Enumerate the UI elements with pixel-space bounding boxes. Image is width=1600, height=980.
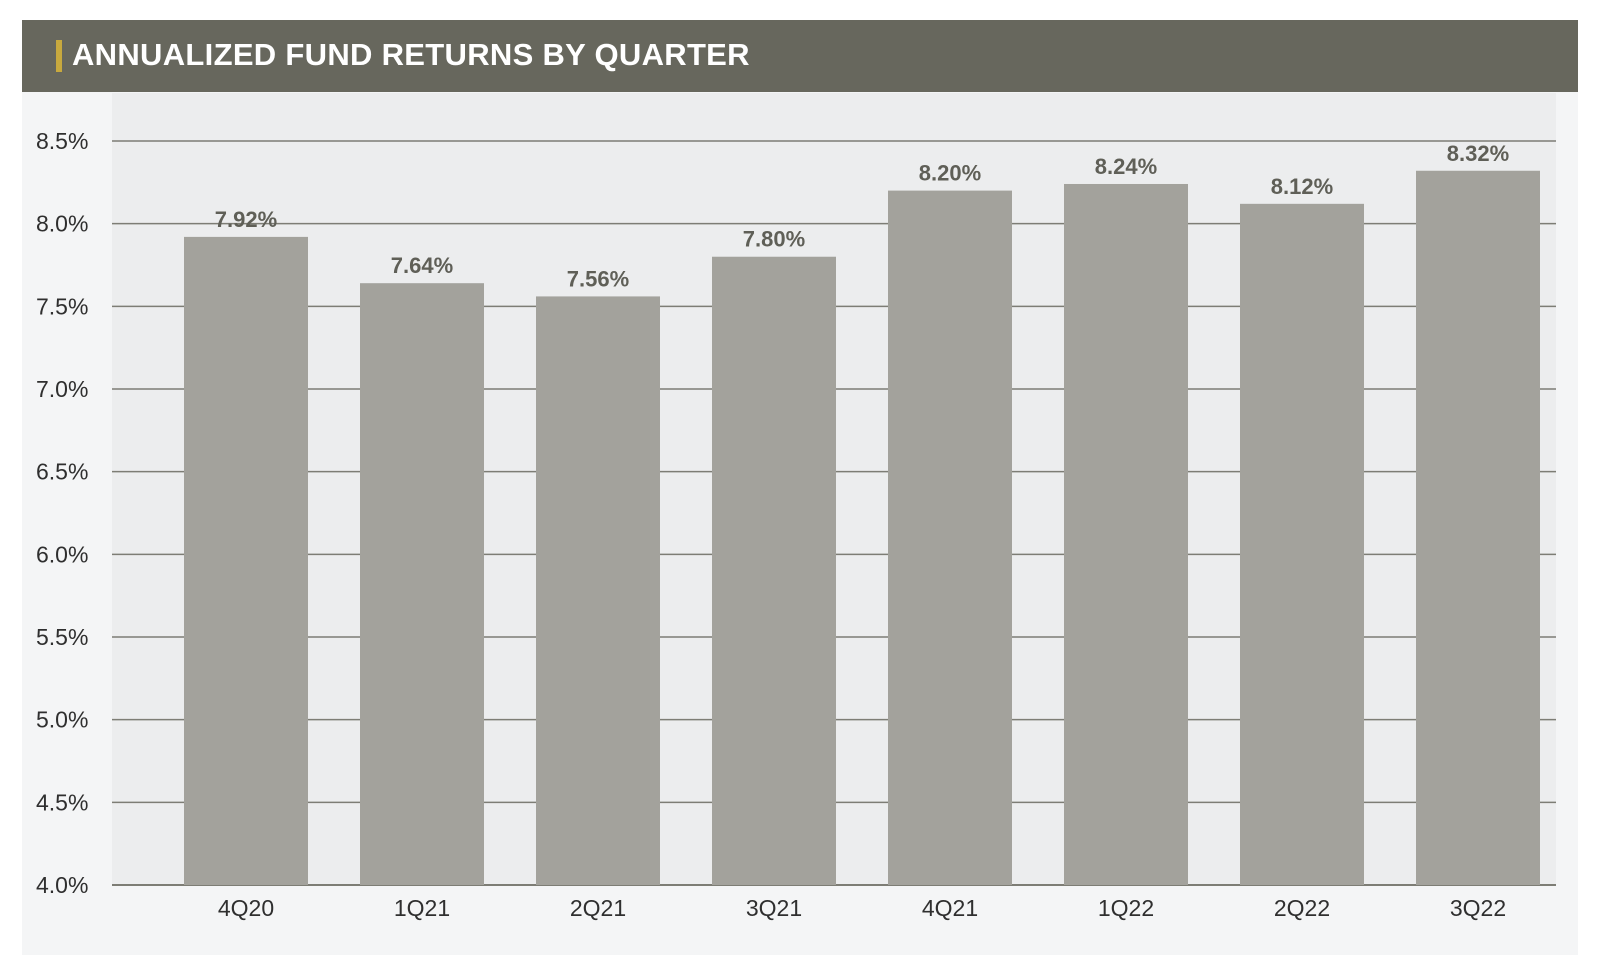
y-tick-label: 5.0%: [36, 707, 88, 733]
x-tick-label: 4Q20: [218, 895, 274, 921]
x-tick-label: 1Q21: [394, 895, 450, 921]
chart-title: ANNUALIZED FUND RETURNS BY QUARTER: [72, 37, 750, 72]
y-tick-label: 6.5%: [36, 459, 88, 485]
bar: [1064, 183, 1188, 885]
x-tick-label: 2Q22: [1274, 895, 1330, 921]
y-tick-label: 7.0%: [36, 376, 88, 402]
bar: [536, 296, 660, 885]
y-tick-label: 4.5%: [36, 789, 88, 815]
y-tick-label: 6.0%: [36, 541, 88, 567]
y-tick-label: 8.5%: [36, 128, 88, 154]
bar: [184, 236, 308, 886]
data-label: 8.20%: [919, 161, 981, 186]
y-tick-label: 7.5%: [36, 293, 88, 319]
data-label: 7.92%: [215, 207, 277, 232]
x-tick-label: 1Q22: [1098, 895, 1154, 921]
x-tick-label: 4Q21: [922, 895, 978, 921]
bar: [888, 190, 1012, 886]
x-tick-label: 3Q22: [1450, 895, 1506, 921]
y-tick-label: 8.0%: [36, 211, 88, 237]
bar: [1240, 203, 1364, 885]
bar: [712, 256, 836, 885]
y-tick-label: 4.0%: [36, 872, 88, 898]
y-tick-label: 5.5%: [36, 624, 88, 650]
title-accent-bar: [56, 40, 62, 72]
data-label: 8.12%: [1271, 174, 1333, 199]
x-tick-label: 2Q21: [570, 895, 626, 921]
bar: [1416, 170, 1540, 885]
data-label: 7.64%: [391, 253, 453, 278]
data-label: 7.80%: [743, 227, 805, 252]
x-tick-label: 3Q21: [746, 895, 802, 921]
data-label: 8.24%: [1095, 154, 1157, 179]
data-label: 8.32%: [1447, 141, 1509, 166]
bar: [360, 283, 484, 886]
data-label: 7.56%: [567, 266, 629, 291]
title-bar: ANNUALIZED FUND RETURNS BY QUARTER: [22, 20, 1578, 92]
